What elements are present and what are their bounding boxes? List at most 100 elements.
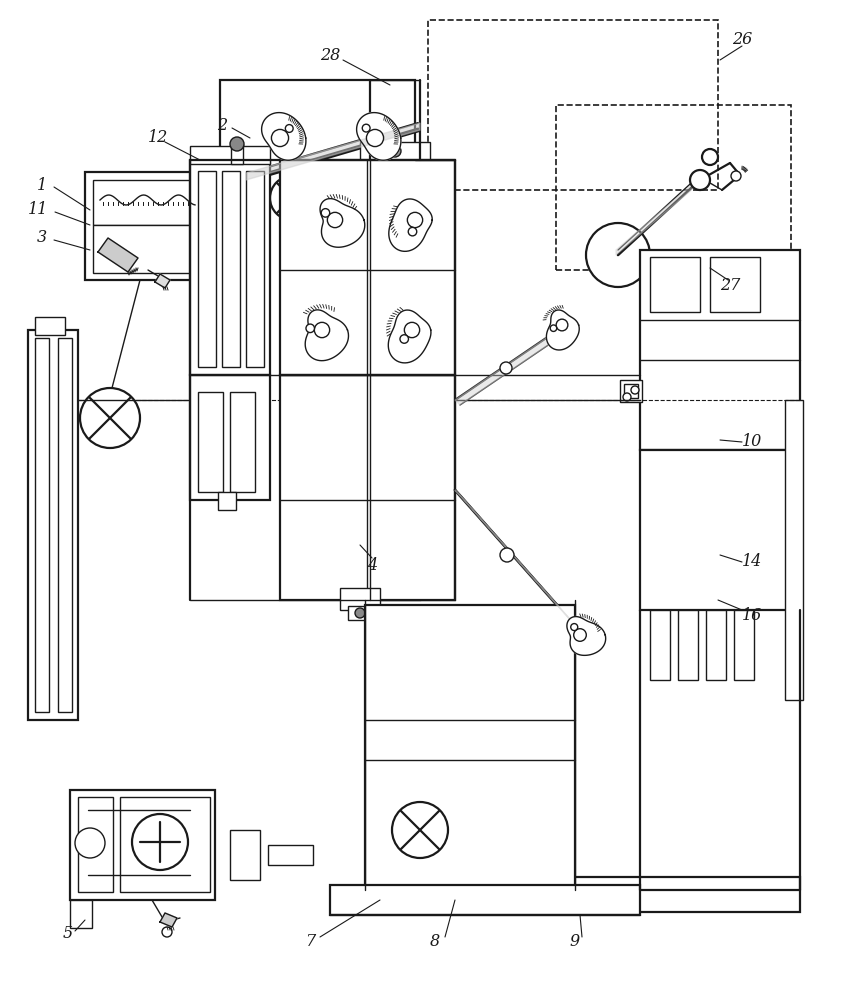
Circle shape	[631, 386, 639, 394]
Text: 10: 10	[742, 434, 762, 450]
Text: 27: 27	[720, 276, 740, 294]
Text: 7: 7	[305, 934, 315, 950]
Bar	[640, 450, 800, 610]
Circle shape	[586, 223, 650, 287]
Circle shape	[132, 814, 188, 870]
Circle shape	[230, 137, 244, 151]
Bar	[280, 375, 455, 600]
Circle shape	[550, 325, 557, 331]
Polygon shape	[455, 490, 577, 627]
Text: 12: 12	[148, 129, 168, 146]
Circle shape	[389, 145, 401, 157]
Text: 9: 9	[570, 934, 580, 950]
Bar	[93, 180, 207, 225]
Text: 16: 16	[742, 606, 762, 624]
Circle shape	[75, 828, 105, 858]
Bar	[706, 610, 726, 680]
Circle shape	[400, 335, 408, 343]
Polygon shape	[320, 199, 365, 247]
Text: 14: 14	[742, 554, 762, 570]
Bar	[365, 605, 575, 890]
Circle shape	[500, 362, 512, 374]
Circle shape	[392, 802, 448, 858]
Bar	[120, 797, 210, 892]
Polygon shape	[546, 310, 579, 350]
Bar	[35, 317, 65, 335]
Circle shape	[306, 324, 314, 333]
Text: 8: 8	[430, 934, 440, 950]
Bar	[398, 172, 412, 592]
Bar	[220, 80, 415, 190]
Bar	[78, 797, 113, 892]
Bar	[340, 588, 380, 610]
Bar	[246, 171, 264, 367]
Bar	[785, 400, 803, 700]
Circle shape	[285, 125, 293, 132]
Bar	[190, 375, 270, 500]
Bar	[70, 790, 215, 900]
Circle shape	[571, 624, 578, 631]
Bar	[70, 900, 92, 928]
Circle shape	[162, 927, 172, 937]
Bar	[348, 606, 372, 620]
Circle shape	[408, 212, 423, 228]
Polygon shape	[567, 617, 605, 655]
Bar	[640, 250, 800, 450]
Polygon shape	[388, 310, 431, 363]
Circle shape	[321, 209, 330, 217]
Bar	[268, 845, 313, 865]
Text: 28: 28	[320, 46, 340, 64]
Bar	[428, 20, 718, 190]
Polygon shape	[160, 913, 177, 927]
Text: 2: 2	[217, 116, 227, 133]
Bar	[360, 142, 430, 160]
Polygon shape	[616, 175, 703, 255]
Bar	[650, 257, 700, 312]
Circle shape	[271, 129, 289, 147]
Bar	[222, 171, 240, 367]
Polygon shape	[357, 113, 401, 160]
Polygon shape	[262, 113, 306, 160]
Circle shape	[314, 322, 330, 338]
Bar	[650, 610, 670, 680]
Bar	[230, 830, 260, 880]
Bar	[280, 160, 455, 375]
Bar	[370, 160, 420, 600]
Bar	[556, 105, 791, 270]
Polygon shape	[305, 310, 349, 361]
Bar	[330, 885, 640, 915]
Circle shape	[270, 176, 314, 220]
Bar	[58, 338, 72, 712]
Polygon shape	[455, 332, 560, 405]
Text: 3: 3	[37, 230, 47, 246]
Circle shape	[623, 393, 631, 401]
Bar	[35, 338, 49, 712]
Text: 4: 4	[367, 556, 377, 574]
Bar	[624, 384, 638, 398]
Polygon shape	[389, 199, 432, 251]
Bar	[198, 392, 223, 492]
Polygon shape	[155, 274, 170, 288]
Circle shape	[328, 212, 343, 228]
Bar	[560, 877, 800, 912]
Circle shape	[500, 548, 514, 562]
Circle shape	[573, 629, 586, 641]
Circle shape	[80, 388, 140, 448]
Circle shape	[408, 227, 417, 236]
Bar	[734, 610, 754, 680]
Circle shape	[404, 322, 419, 338]
Bar	[190, 160, 270, 375]
Text: 26: 26	[732, 31, 752, 48]
Circle shape	[557, 319, 568, 331]
Bar	[710, 257, 760, 312]
Text: 1: 1	[37, 176, 47, 194]
Bar	[231, 144, 243, 164]
Circle shape	[690, 170, 710, 190]
Circle shape	[366, 129, 384, 147]
Bar	[93, 225, 207, 273]
Bar	[230, 392, 255, 492]
Bar	[198, 171, 216, 367]
Polygon shape	[246, 123, 420, 180]
Polygon shape	[98, 238, 138, 272]
Bar	[85, 172, 215, 280]
